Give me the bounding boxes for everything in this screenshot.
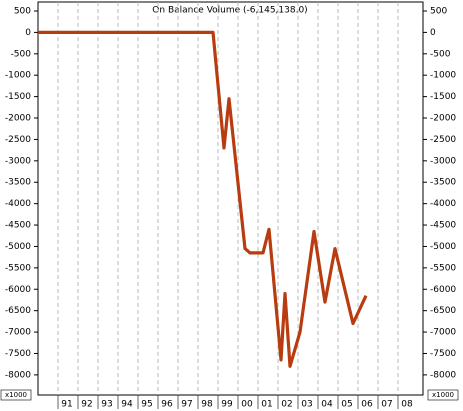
y2-tick-label: 500 bbox=[430, 6, 447, 16]
x-tick-label: 98 bbox=[201, 400, 213, 410]
chart-title: On Balance Volume (-6,145,138.0) bbox=[152, 6, 307, 16]
x-tick-label: 08 bbox=[401, 400, 413, 410]
multiplier-label: x1000 bbox=[5, 391, 27, 399]
x-tick-label: 92 bbox=[81, 400, 92, 410]
y-tick-label: -1500 bbox=[5, 92, 31, 102]
y2-tick-label: -1500 bbox=[430, 92, 456, 102]
y2-tick-label: -6000 bbox=[430, 285, 456, 295]
y2-tick-label: -5000 bbox=[430, 242, 456, 252]
y2-tick-label: -8000 bbox=[430, 370, 456, 380]
x-tick-label: 05 bbox=[341, 400, 352, 410]
y2-tick-label: -2500 bbox=[430, 135, 456, 145]
y-tick-label: -5000 bbox=[5, 242, 31, 252]
y2-tick-label: 0 bbox=[430, 28, 436, 38]
y-tick-label: -7500 bbox=[5, 349, 31, 359]
y2-tick-label: -3000 bbox=[430, 156, 456, 166]
y2-tick-label: -4000 bbox=[430, 199, 456, 209]
x-tick-label: 97 bbox=[181, 400, 192, 410]
x-tick-label: 96 bbox=[161, 400, 173, 410]
y2-tick-label: -500 bbox=[430, 49, 451, 59]
x-tick-label: 02 bbox=[281, 400, 292, 410]
y-tick-label: 0 bbox=[25, 28, 31, 38]
multiplier-box bbox=[427, 389, 459, 401]
y-tick-label: -1000 bbox=[5, 71, 31, 81]
y-tick-label: 500 bbox=[14, 6, 31, 16]
y-tick-label: -7000 bbox=[5, 328, 31, 338]
x-tick-label: 94 bbox=[121, 400, 133, 410]
x-tick-label: 91 bbox=[61, 400, 72, 410]
x-tick-label: 93 bbox=[101, 400, 112, 410]
x-tick-label: 04 bbox=[321, 400, 333, 410]
x-tick-label: 99 bbox=[221, 400, 233, 410]
multiplier-label: x1000 bbox=[432, 391, 454, 399]
y2-tick-label: -4500 bbox=[430, 221, 456, 231]
data-line bbox=[38, 30, 368, 368]
x-tick-label: 03 bbox=[301, 400, 312, 410]
y-tick-label: -2000 bbox=[5, 114, 31, 124]
y-tick-label: -2500 bbox=[5, 135, 31, 145]
y2-tick-label: -7000 bbox=[430, 328, 456, 338]
y-tick-label: -3000 bbox=[5, 156, 31, 166]
y-tick-label: -8000 bbox=[5, 370, 31, 380]
y-tick-label: -500 bbox=[11, 49, 32, 59]
y2-tick-label: -1000 bbox=[430, 71, 456, 81]
x-tick-label: 06 bbox=[361, 400, 373, 410]
y-tick-label: -6000 bbox=[5, 285, 31, 295]
y2-tick-label: -3500 bbox=[430, 178, 456, 188]
y2-tick-label: -2000 bbox=[430, 114, 456, 124]
y2-tick-label: -7500 bbox=[430, 349, 456, 359]
y2-tick-label: -5500 bbox=[430, 263, 456, 273]
x-tick-label: 95 bbox=[141, 400, 152, 410]
y-tick-label: -3500 bbox=[5, 178, 31, 188]
y2-tick-label: -6500 bbox=[430, 306, 456, 316]
plot-frame bbox=[37, 1, 424, 396]
y-tick-label: -4500 bbox=[5, 221, 31, 231]
x-tick-label: 07 bbox=[381, 400, 392, 410]
y-tick-label: -5500 bbox=[5, 263, 31, 273]
multiplier-box bbox=[0, 389, 32, 401]
x-tick-label: 00 bbox=[241, 400, 253, 410]
y-tick-label: -4000 bbox=[5, 199, 31, 209]
x-tick-label: 01 bbox=[261, 400, 272, 410]
y-tick-label: -6500 bbox=[5, 306, 31, 316]
